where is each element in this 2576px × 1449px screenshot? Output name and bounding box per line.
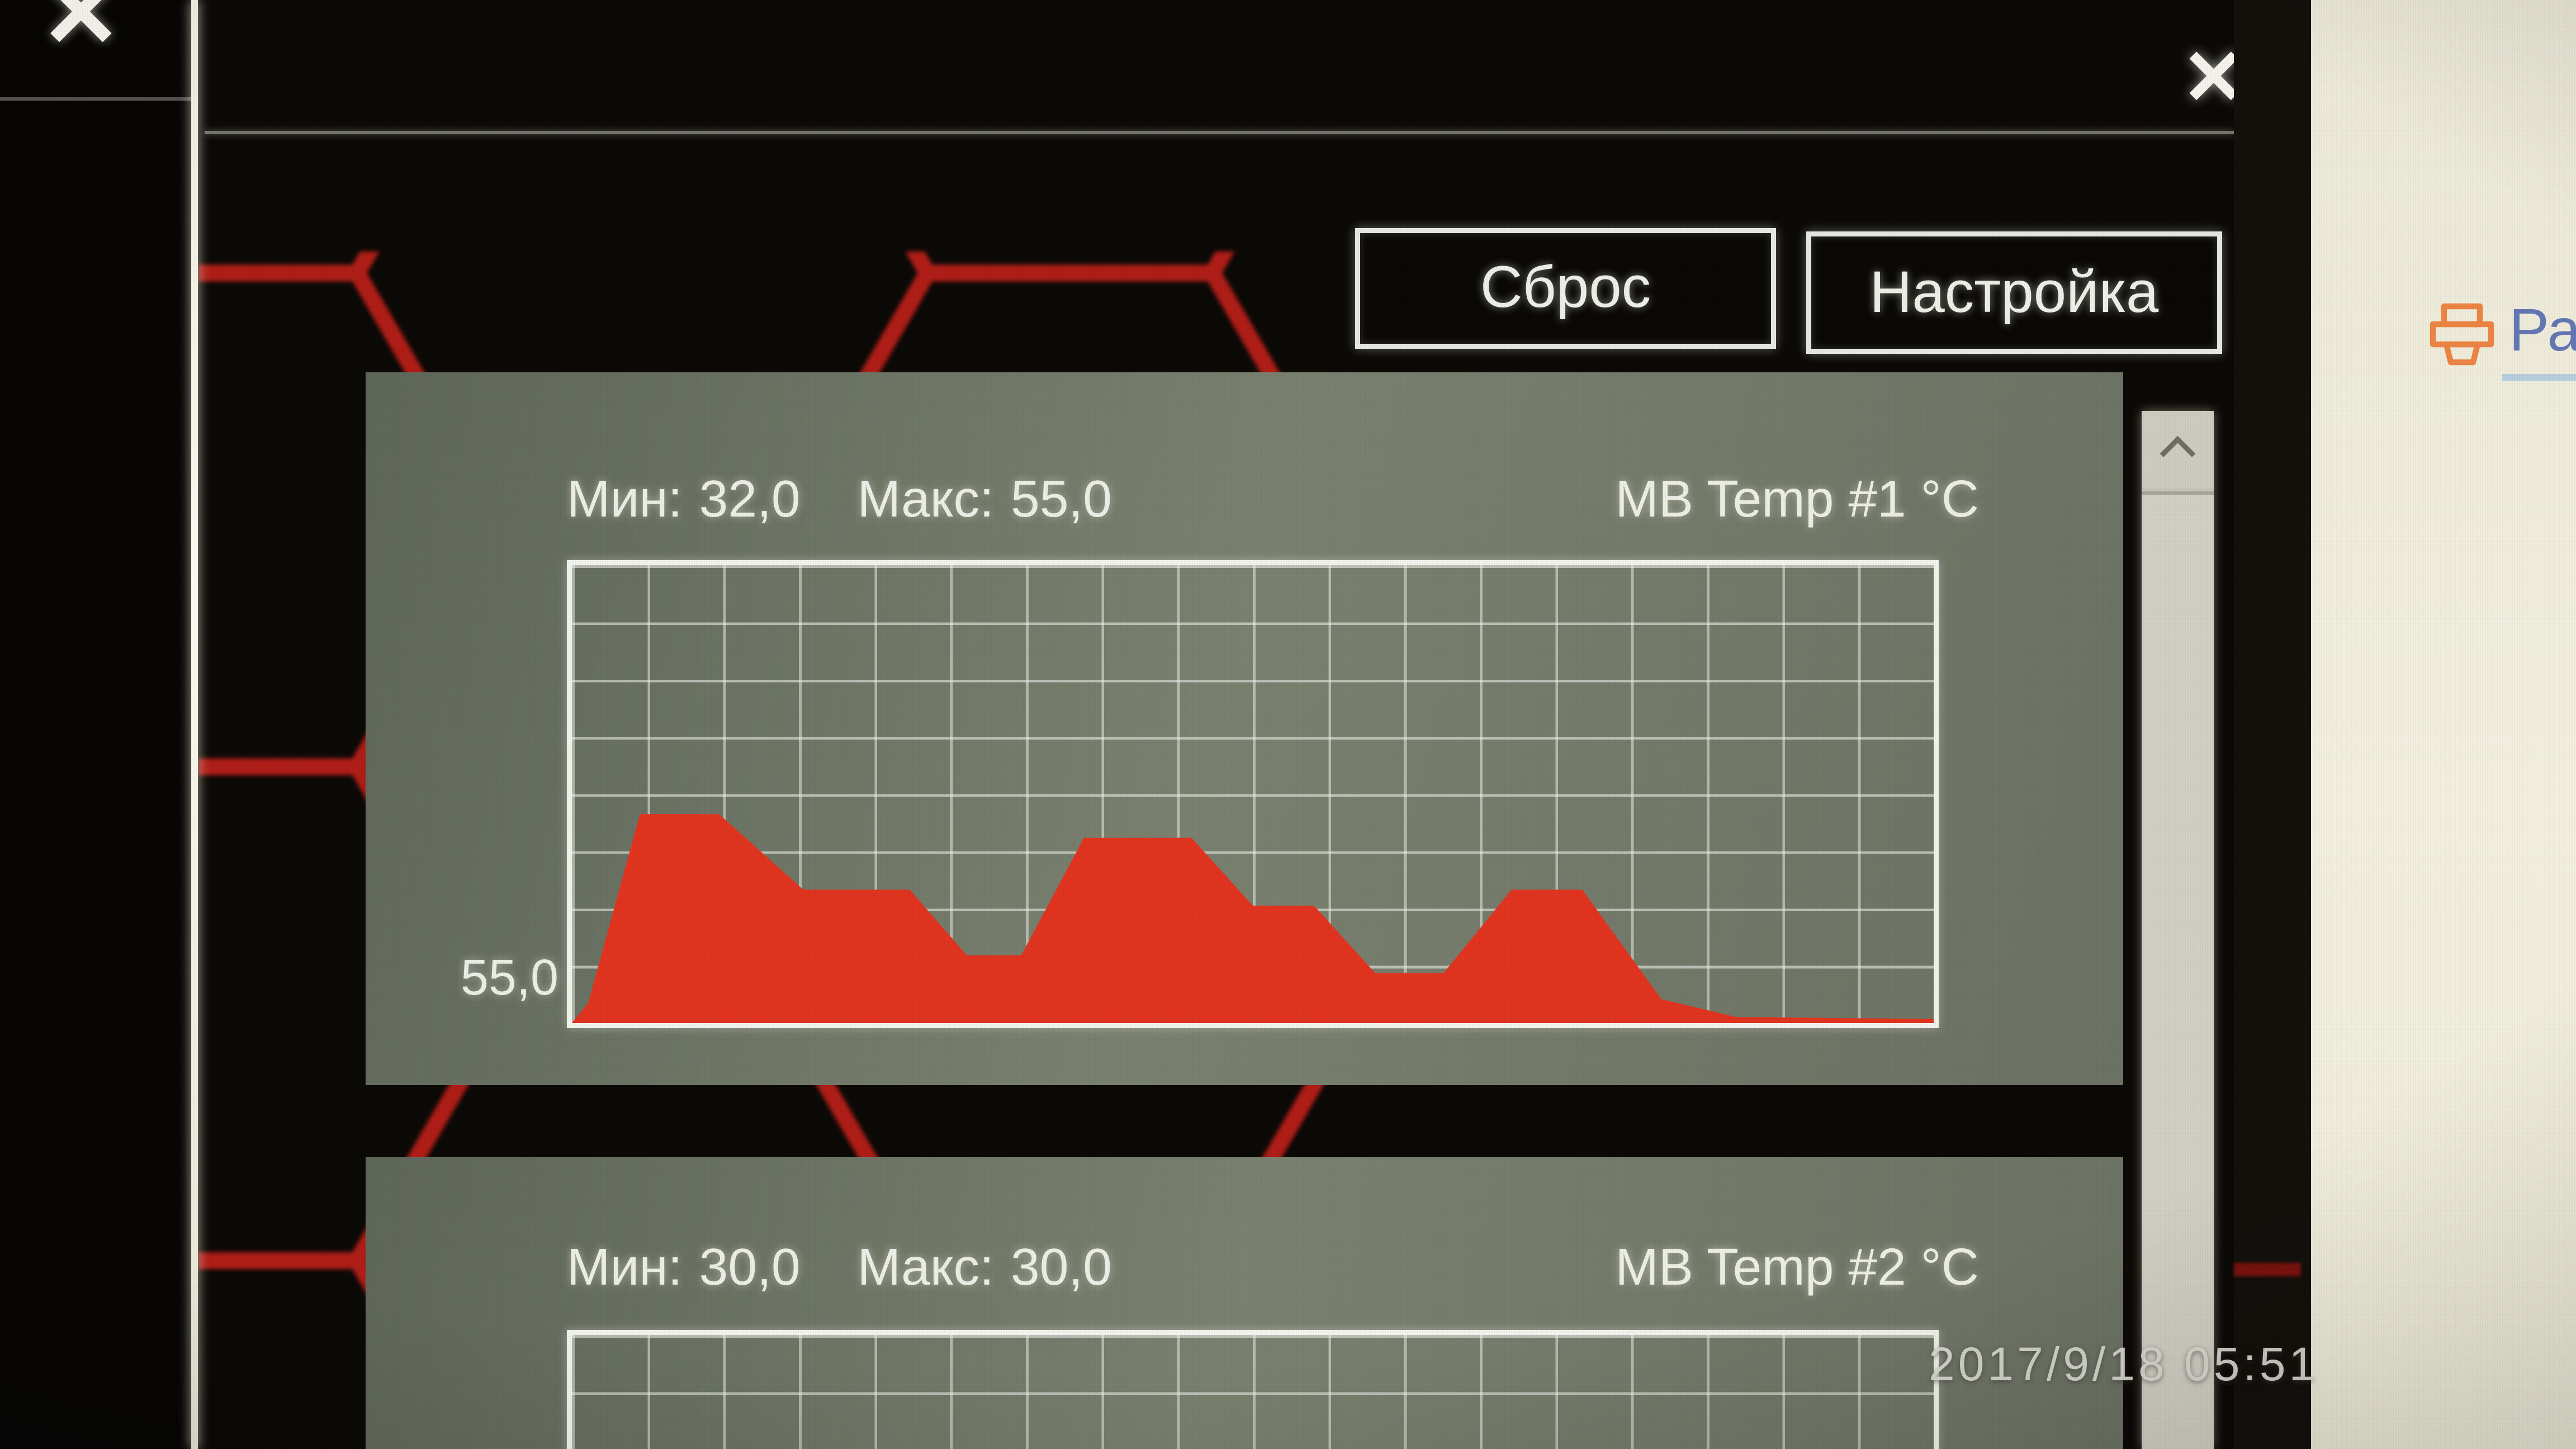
- chart1-stats-row: Мин: 32,0 Макс: 55,0 MB Temp #1 °C: [567, 470, 1979, 537]
- chart2-area-series: [572, 1335, 1934, 1449]
- chart2-max-value: 30,0: [1010, 1238, 1112, 1296]
- chart1-area-series: [572, 814, 1934, 1023]
- chart2-plot-area: [567, 1330, 1939, 1449]
- monitoring-app-window: Сброс Настройка ✕ Мин: 32,0 Макс: 55,0 MB T…: [198, 0, 2234, 1449]
- close-icon[interactable]: ✕: [2163, 27, 2234, 127]
- chart1-axis-top-label: 55,0: [460, 951, 558, 1006]
- link-underline: [2502, 374, 2576, 381]
- chart1-max-label: Макс:: [857, 470, 994, 528]
- chart2-max: Макс: 30,0: [858, 1238, 1112, 1296]
- chart2-min: Мин: 30,0: [567, 1238, 801, 1296]
- header-divider: [205, 131, 2234, 134]
- background-close-icon[interactable]: ✕: [40, 0, 122, 69]
- screen-gap-strip: [2234, 0, 2311, 1449]
- chart1-title: MB Temp #1 °C: [1615, 470, 1979, 528]
- chart1-min: Мин: 32,0: [567, 470, 801, 528]
- chart1-plot-area: [567, 560, 1939, 1028]
- print-icon[interactable]: [2428, 302, 2496, 369]
- background-divider: [0, 97, 193, 101]
- browser-page-background: Ра: [2311, 0, 2576, 1449]
- print-link-row: Ра: [2428, 295, 2576, 381]
- chart-panel-1: Мин: 32,0 Макс: 55,0 MB Temp #1 °C 55,0 32,…: [366, 372, 2123, 1347]
- chevron-up-icon: [2160, 435, 2196, 472]
- chart-panel-2: Мин: 30,0 Макс: 30,0 MB Temp #2 °C 30,0: [366, 1157, 2123, 1449]
- chart2-min-label: Мин:: [567, 1238, 683, 1296]
- scrollbar-thumb[interactable]: [2142, 491, 2214, 1449]
- chart1-min-value: 32,0: [699, 470, 801, 528]
- settings-button[interactable]: Настройка: [1806, 231, 2222, 354]
- print-link[interactable]: Ра: [2509, 295, 2576, 364]
- chart2-max-label: Макс:: [857, 1238, 994, 1296]
- chart1-max: Макс: 55,0: [858, 470, 1112, 528]
- chart1-max-value: 55,0: [1010, 470, 1112, 528]
- chart2-title: MB Temp #2 °C: [1615, 1238, 1979, 1296]
- scrollbar[interactable]: [2142, 411, 2214, 1449]
- scroll-up-button[interactable]: [2142, 411, 2214, 488]
- chart2-min-value: 30,0: [699, 1238, 801, 1296]
- window-edge-line: [191, 0, 198, 1449]
- hexagon-edge-fragment: [2234, 1263, 2301, 1276]
- background-window-area: ✕: [0, 0, 198, 1449]
- chart1-min-label: Мин:: [567, 470, 683, 528]
- chart2-stats-row: Мин: 30,0 Макс: 30,0 MB Temp #2 °C: [567, 1238, 1979, 1305]
- reset-button[interactable]: Сброс: [1355, 228, 1776, 349]
- camera-timestamp: 2017/9/18 05:51: [1929, 1338, 2319, 1390]
